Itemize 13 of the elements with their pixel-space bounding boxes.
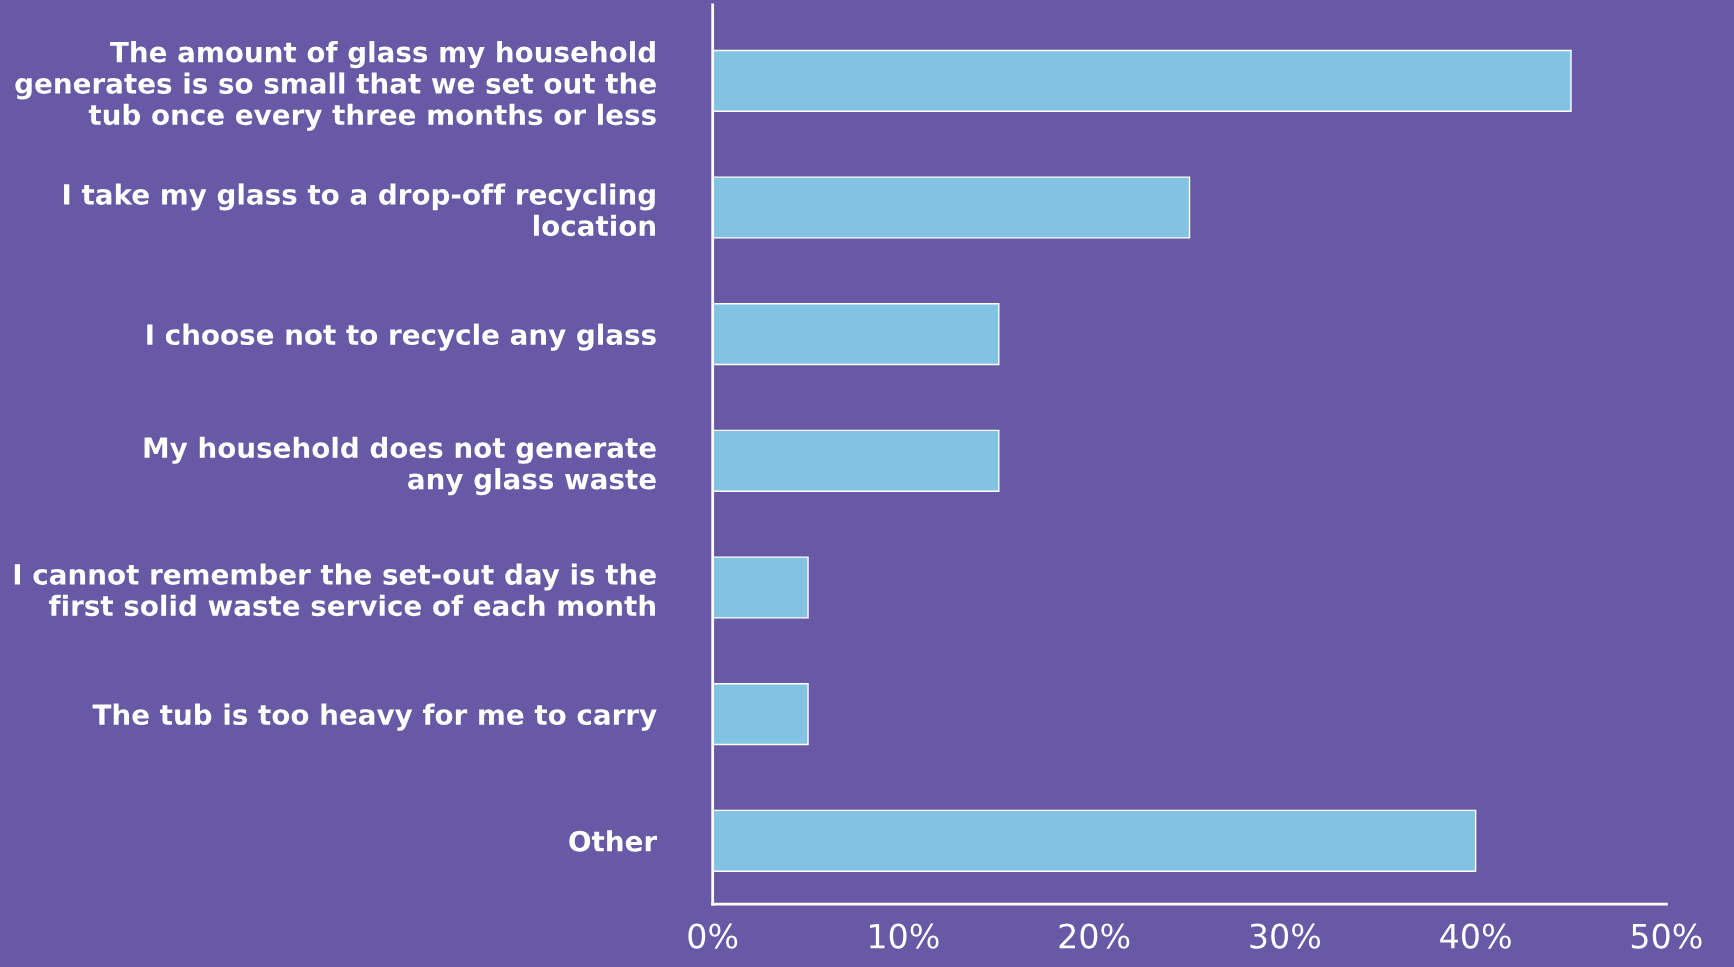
y-tick-label: The tub is too heavy for me to carry: [92, 703, 657, 731]
x-tick-label: 40%: [1440, 923, 1511, 949]
x-tick-label: 30%: [1250, 923, 1321, 949]
y-tick-label: I cannot remember the set-out day is the first solid waste service of each month: [14, 563, 656, 617]
y-tick-label: The amount of glass my household generates is so small that we set out the tub once every three months or less: [15, 41, 656, 131]
y-tick-label: I choose not to recycle any glass: [147, 323, 656, 351]
x-tick-label: 0%: [688, 923, 738, 949]
x-tick-label: 10%: [870, 923, 939, 949]
y-tick-label: Other: [569, 830, 658, 852]
x-tick-label: 20%: [1059, 923, 1130, 949]
y-tick-label: My household does not generate any glass waste: [144, 436, 656, 496]
x-tick-label: 50%: [1631, 923, 1702, 949]
y-tick-label: I take my glass to a drop-off recycling location: [64, 183, 655, 237]
